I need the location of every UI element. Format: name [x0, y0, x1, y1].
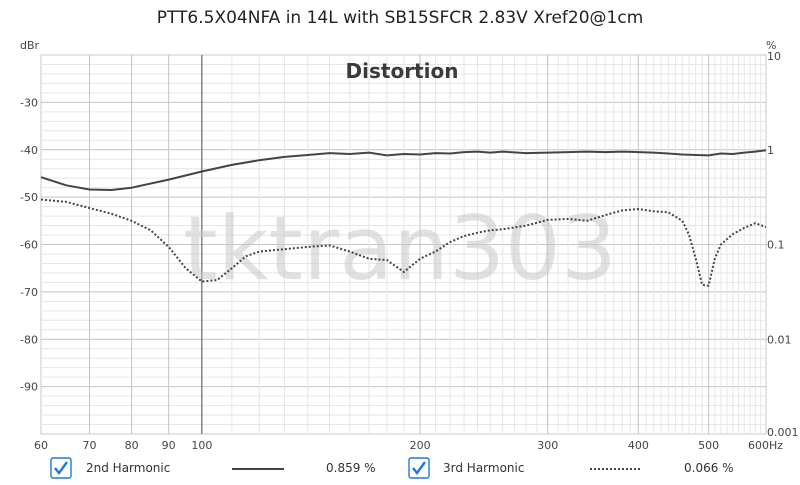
x-tick-label: 200: [410, 439, 431, 452]
y-tick-label-right: 0.001: [767, 426, 799, 439]
y-tick-label-left: -80: [20, 333, 38, 346]
x-tick-label: 300: [537, 439, 558, 452]
x-tick-label: 600Hz: [748, 439, 783, 452]
y-tick-label-left: -90: [20, 381, 38, 394]
y-axis-label-right: %: [766, 39, 776, 52]
x-tick-label: 400: [628, 439, 649, 452]
checkbox-2nd-harmonic[interactable]: [50, 457, 72, 479]
y-tick-label-left: -40: [20, 144, 38, 157]
legend-value-3rd-harmonic: 0.066 %: [684, 461, 734, 475]
legend: 2nd Harmonic 0.859 % 3rd Harmonic 0.066 …: [0, 455, 800, 483]
y-tick-label-left: -60: [20, 239, 38, 252]
x-tick-label: 60: [34, 439, 48, 452]
y-tick-label-right: 1: [767, 144, 774, 157]
series-line-2nd-harmonic: [40, 149, 767, 191]
y-axis-label-left: dBr: [20, 39, 40, 52]
legend-line-solid: [232, 468, 284, 470]
legend-value-2nd-harmonic: 0.859 %: [326, 461, 376, 475]
y-tick-label-left: -30: [20, 96, 38, 109]
y-tick-label-left: -50: [20, 191, 38, 204]
chart-page-title: PTT6.5X04NFA in 14L with SB15SFCR 2.83V …: [156, 8, 644, 28]
watermark-text: tktran303: [183, 197, 617, 300]
x-tick-label: 70: [83, 439, 97, 452]
series-line-3rd-harmonic: [40, 198, 767, 287]
chart-title: Distortion: [346, 59, 459, 83]
x-tick-label: 500: [698, 439, 719, 452]
x-tick-label: 80: [125, 439, 139, 452]
legend-label-2nd-harmonic: 2nd Harmonic: [86, 461, 171, 475]
y-tick-label-right: 0.01: [767, 333, 792, 346]
x-tick-label: 100: [191, 439, 212, 452]
x-tick-label: 90: [162, 439, 176, 452]
legend-label-3rd-harmonic: 3rd Harmonic: [443, 461, 525, 475]
y-tick-label-right: 0.1: [767, 239, 785, 252]
checkbox-3rd-harmonic[interactable]: [408, 457, 430, 479]
y-tick-label-right: 10: [767, 50, 781, 63]
y-tick-label-left: -70: [20, 286, 38, 299]
legend-line-dotted: [590, 468, 640, 470]
